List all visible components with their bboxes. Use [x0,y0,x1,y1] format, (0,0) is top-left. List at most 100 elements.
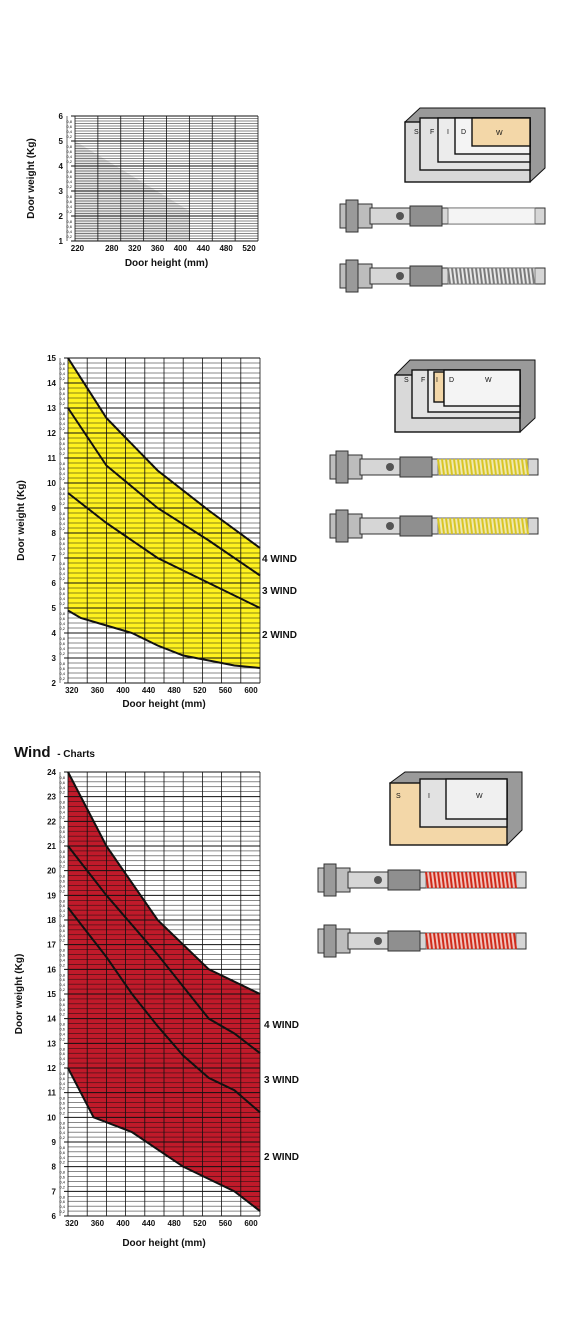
hinge-3-spring-coil [457,458,461,476]
section-heading-sub: - Charts [57,749,95,760]
hinge-3-spring-coil [473,458,477,476]
chart3-minor-y-label: 0,6 [59,903,65,908]
chart3-minor-y-label: 0,8 [59,874,65,879]
chart3-y-tick-label: 8 [52,1163,57,1172]
hinge-6-spring-coil [465,932,469,950]
hinge-4-spring-coil [485,517,489,535]
chart2-x-tick-label: 400 [116,686,130,695]
chart1-x-tick-label: 360 [151,244,165,253]
chart1-x-tick-label: 520 [242,244,256,253]
chart3-minor-y-label: 0,2 [59,962,65,967]
chart3-minor-y-label: 0,8 [59,1120,65,1125]
chart2-minor-y-label: 0,8 [59,511,65,516]
hinge-2-spring-coil [499,267,503,285]
hinge-4-pivot [386,522,394,530]
hinge-5-mount [323,863,337,897]
chart3-y-tick-label: 17 [47,941,56,950]
chart2-y-tick-label: 11 [48,454,57,463]
chart2-minor-y-label: 0,4 [59,521,65,526]
hinge-2-mount [345,259,359,293]
chart2-minor-y-label: 0,6 [59,541,65,546]
hinge-2-spring-coil [503,267,507,285]
hinge-6-spring-coil [425,932,429,950]
chart2-y-tick-label: 3 [52,654,57,663]
chart2-minor-y-label: 0,8 [59,461,65,466]
chart1-minor-y-label: 0,2 [66,234,72,239]
chart3-minor-y-label: 0,8 [59,997,65,1002]
hinge-2-spring-coil [527,267,531,285]
hinge-6-spring-coil [449,932,453,950]
chart2-y-tick-label: 15 [47,354,56,363]
chart1-x-tick-label: 320 [128,244,142,253]
chart1-minor-y-label: 0,8 [66,169,72,174]
chart3-y-tick-label: 19 [47,891,56,900]
chart2-minor-y-label: 0,2 [59,526,65,531]
box-stack-1-label-f: F [430,129,434,136]
chart2-minor-y-label: 0,8 [59,361,65,366]
chart2-minor-y-label: 0,4 [59,421,65,426]
chart2-x-tick-label: 360 [91,686,105,695]
hinge-1-link [409,205,443,227]
hinge-3-spring-coil [437,458,441,476]
box-stack-3-label-s: S [396,793,401,800]
chart3-minor-y-label: 0,8 [59,898,65,903]
chart2-minor-y-label: 0,2 [59,401,65,406]
hinge-2-spring-coil [459,267,463,285]
hinge-4-spring-coil [497,517,501,535]
chart3-minor-y-label: 0,6 [59,1027,65,1032]
chart2-minor-y-label: 0,6 [59,641,65,646]
chart3-series-line [67,907,261,1114]
hinge-4-spring-coil [501,517,505,535]
chart3-minor-y-label: 0,2 [59,1135,65,1140]
hinge-6-spring-coil [461,932,465,950]
chart3-minor-y-label: 0,8 [59,1194,65,1199]
chart3-minor-y-label: 0,4 [59,1056,65,1061]
chart2-minor-y-label: 0,4 [59,546,65,551]
chart1-y-tick-label: 3 [59,187,64,196]
hinge-5-link [387,869,421,891]
chart2-series-line [67,357,261,549]
chart3-series-label: 4 WIND [264,1020,299,1031]
chart3-minor-y-label: 0,2 [59,1209,65,1214]
chart2-series-label: 3 WIND [262,586,297,597]
hinge-2-spring-coil [531,267,535,285]
hinge-5-spring-coil [469,871,473,889]
hinge-4-spring-coil [441,517,445,535]
chart1-x-tick-label: 220 [71,244,85,253]
chart1-minor-y-label: 0,4 [66,204,72,209]
chart3-minor-y-label: 0,2 [59,888,65,893]
hinge-5-spring-coil [441,871,445,889]
chart2-minor-y-label: 0,2 [59,676,65,681]
chart3-y-tick-label: 16 [47,965,56,974]
hinge-5-spring-coil [509,871,513,889]
box-stack-1-label-w: W [496,130,503,137]
hinge-6-spring-coil [485,932,489,950]
chart2-minor-y-label: 0,4 [59,446,65,451]
hinge-5-spring-coil [465,871,469,889]
hinge-2-spring-coil [487,267,491,285]
hinge-6-spring-coil [513,932,517,950]
hinge-6-link [387,930,421,952]
hinge-6-spring-coil [441,932,445,950]
chart2-x-tick-label: 480 [168,686,182,695]
chart3-y-tick-label: 14 [47,1015,56,1024]
hinge-2-spring-coil [523,267,527,285]
box-stack-1-label-d: D [461,129,466,136]
chart1-minor-y-label: 0,4 [66,129,72,134]
chart1-x-tick-label: 400 [174,244,188,253]
chart3-y-tick-label: 12 [47,1064,56,1073]
hinge-5-spring-coil [461,871,465,889]
chart2-minor-y-label: 0,6 [59,441,65,446]
chart3-y-tick-label: 13 [47,1039,56,1048]
chart3-minor-y-label: 0,6 [59,953,65,958]
chart3-x-tick-label: 520 [193,1219,207,1228]
chart3-minor-y-label: 0,2 [59,1061,65,1066]
chart3-minor-y-label: 0,8 [59,948,65,953]
chart1-minor-y-label: 0,6 [66,199,72,204]
hinge-5-spring-coil [425,871,429,889]
chart1-minor-y-label: 0,8 [66,194,72,199]
chart2-minor-y-label: 0,8 [59,586,65,591]
hinge-4-spring-coil [437,517,441,535]
hinge-6-spring-coil [489,932,493,950]
chart3-minor-y-label: 0,4 [59,1081,65,1086]
